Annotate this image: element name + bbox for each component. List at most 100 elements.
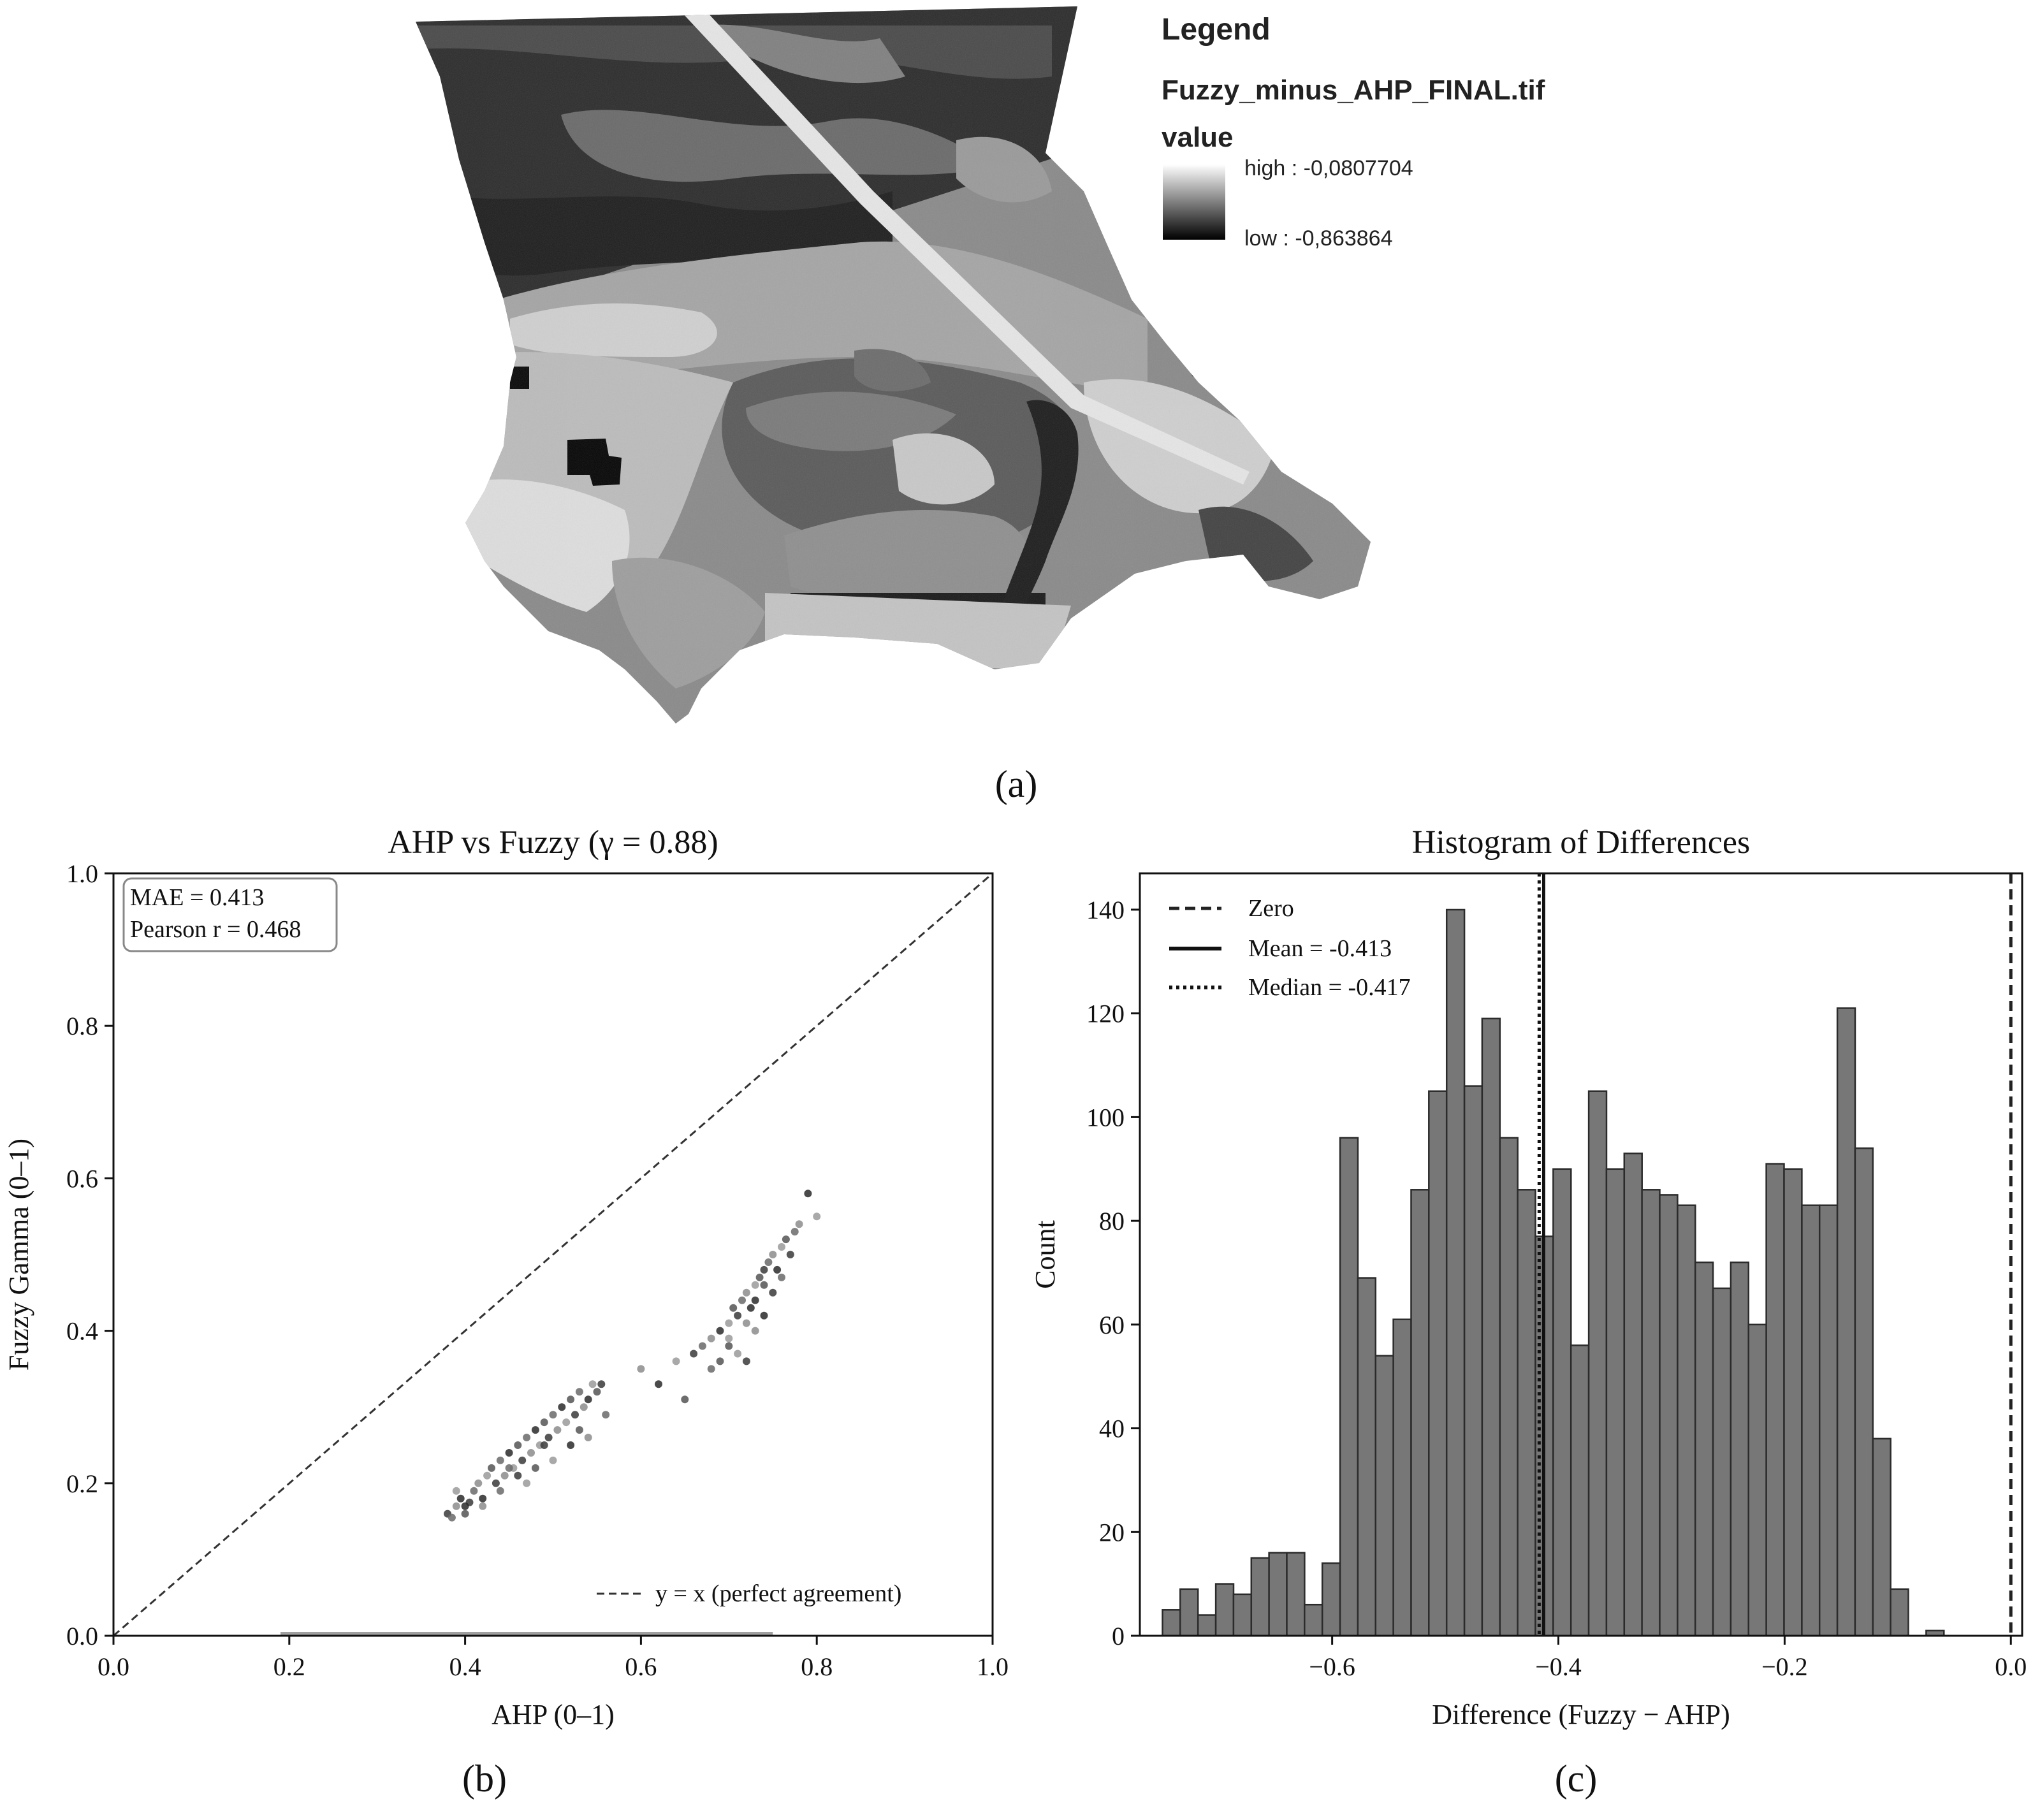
scatter-point <box>584 1434 592 1441</box>
histogram-bar <box>1250 1557 1270 1637</box>
scatter-point <box>492 1479 500 1487</box>
y-tick-label: 0.8 <box>66 1012 98 1040</box>
stats-box: MAE = 0.413 Pearson r = 0.468 <box>122 877 338 952</box>
scatter-point <box>742 1288 750 1297</box>
scatter-point <box>760 1311 768 1320</box>
histogram-bar <box>1463 1085 1483 1637</box>
histogram-bar <box>1339 1137 1359 1637</box>
x-tick-label: 0.2 <box>273 1652 305 1681</box>
scatter-point <box>773 1265 782 1274</box>
histogram-legend: Zero Mean = -0.413 Median = -0.417 <box>1169 895 1411 1001</box>
legend-zero: Zero <box>1248 895 1294 922</box>
histogram-bar <box>1623 1153 1643 1637</box>
histogram-bar <box>1712 1287 1732 1637</box>
scatter-point <box>500 1471 509 1480</box>
histogram-bar <box>1232 1593 1253 1637</box>
histogram-plot-frame <box>1139 872 2023 1637</box>
scatter-point <box>734 1311 742 1320</box>
histogram-bar <box>1321 1562 1341 1637</box>
scatter-point <box>531 1464 539 1472</box>
pearson-label: Pearson r = 0.468 <box>130 916 301 943</box>
scatter-point <box>474 1479 483 1487</box>
histogram-y-axis: 0 20 40 60 80 100 120 140 <box>1086 896 1140 1650</box>
scatter-point <box>734 1350 742 1358</box>
x-tick-label: 0.0 <box>98 1652 129 1681</box>
scatter-point <box>769 1288 777 1297</box>
scatter-y-axis: 0.0 0.2 0.4 0.6 0.8 1.0 <box>66 859 113 1650</box>
scatter-point <box>571 1411 579 1419</box>
scatter-point <box>567 1441 575 1449</box>
histogram-x-label: Difference (Fuzzy − AHP) <box>1432 1699 1730 1730</box>
histogram-chart: Histogram of Differences −0.6 −0.4 −0.2 0.0… <box>1030 824 2027 1730</box>
y-tick-label: 0 <box>1112 1622 1125 1650</box>
caption-a: (a) <box>995 763 1038 805</box>
scatter-point <box>742 1357 750 1365</box>
histogram-bar <box>1517 1189 1536 1637</box>
scatter-x-label: AHP (0–1) <box>492 1699 615 1730</box>
y-tick-label: 140 <box>1086 896 1125 924</box>
y-tick-label: 0.4 <box>66 1317 98 1346</box>
x-tick-label: 1.0 <box>977 1652 1009 1681</box>
scatter-point <box>483 1471 492 1480</box>
histogram-bar <box>1197 1614 1217 1637</box>
legend-median: Median = -0.417 <box>1248 974 1411 1001</box>
x-tick-label: 0.0 <box>1995 1652 2027 1681</box>
histogram-y-label: Count <box>1030 1220 1061 1289</box>
histogram-bar <box>1179 1588 1199 1637</box>
scatter-point <box>470 1487 478 1495</box>
mae-label: MAE = 0.413 <box>130 884 264 911</box>
scatter-point <box>523 1479 531 1487</box>
histogram-bar <box>1374 1355 1394 1637</box>
scatter-point <box>778 1273 785 1281</box>
scatter-point <box>567 1395 575 1404</box>
legend-layer-name: Fuzzy_minus_AHP_FINAL.tif <box>1162 75 1545 106</box>
scatter-point <box>725 1334 733 1343</box>
scatter-point <box>562 1418 571 1427</box>
scatter-point <box>456 1494 465 1503</box>
scatter-legend: y = x (perfect agreement) <box>597 1580 901 1607</box>
scatter-plot-frame <box>112 872 994 1637</box>
scatter-point <box>795 1220 803 1228</box>
difference-raster-map <box>416 6 1371 724</box>
histogram-bar <box>1357 1277 1377 1637</box>
histogram-x-axis: −0.6 −0.4 −0.2 0.0 <box>1309 1636 2027 1681</box>
scatter-point <box>579 1403 588 1411</box>
scatter-point <box>496 1456 504 1464</box>
scatter-point <box>452 1487 460 1495</box>
scatter-point <box>716 1327 724 1335</box>
scatter-point <box>523 1434 531 1441</box>
scatter-chart: AHP vs Fuzzy (γ = 0.88) 0.0 0.2 0.4 0.6 0.8 1… <box>3 824 1009 1730</box>
x-tick-label: 0.8 <box>801 1652 833 1681</box>
histogram-bar <box>1677 1204 1696 1637</box>
histogram-bar <box>1587 1090 1608 1637</box>
histogram-bar <box>1783 1168 1803 1637</box>
legend-title: Legend <box>1162 13 1271 47</box>
histogram-bar <box>1445 908 1466 1637</box>
scatter-point <box>553 1426 562 1434</box>
scatter-point <box>588 1380 597 1388</box>
scatter-point <box>540 1418 548 1427</box>
scatter-points <box>444 1190 821 1522</box>
histogram-bar <box>1890 1588 1909 1637</box>
histogram-bar <box>1765 1163 1785 1637</box>
histogram-bar <box>1428 1090 1448 1637</box>
x-tick-label: 0.4 <box>449 1652 481 1681</box>
scatter-point <box>461 1510 469 1518</box>
scatter-point <box>540 1441 548 1449</box>
scatter-point <box>602 1411 610 1419</box>
histogram-bar <box>1410 1189 1430 1637</box>
histogram-bar <box>1552 1168 1572 1637</box>
scatter-point <box>479 1494 487 1503</box>
scatter-title: AHP vs Fuzzy (γ = 0.88) <box>388 824 718 861</box>
y-tick-label: 60 <box>1099 1311 1125 1339</box>
x-tick-label: −0.2 <box>1761 1652 1808 1681</box>
legend-mean: Mean = -0.413 <box>1248 935 1392 962</box>
scatter-point <box>461 1502 469 1510</box>
scatter-point <box>488 1464 495 1472</box>
scatter-point <box>760 1281 768 1289</box>
scatter-point <box>707 1365 715 1373</box>
scatter-point <box>729 1304 738 1312</box>
scatter-point <box>452 1502 460 1510</box>
x-tick-label: 0.6 <box>625 1652 657 1681</box>
